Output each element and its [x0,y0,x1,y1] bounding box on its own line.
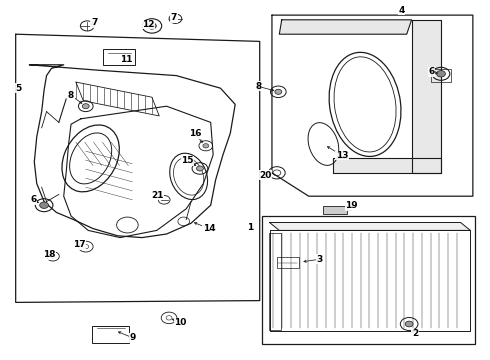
Bar [323,206,347,214]
Circle shape [203,144,209,148]
Text: 3: 3 [317,255,323,264]
Bar [277,257,299,268]
Text: 11: 11 [120,55,133,64]
Text: 7: 7 [171,13,177,22]
Bar [262,216,475,344]
Text: 4: 4 [398,5,405,14]
Text: 9: 9 [129,333,136,342]
Circle shape [405,321,413,327]
Text: 20: 20 [259,171,272,180]
Text: 6: 6 [428,68,434,77]
Text: 13: 13 [336,151,348,160]
Text: 19: 19 [345,201,358,210]
Polygon shape [270,222,470,230]
Bar [269,233,281,330]
Circle shape [196,166,203,171]
Polygon shape [412,20,441,173]
Text: 16: 16 [189,129,201,138]
Text: 8: 8 [68,91,74,100]
Bar [92,326,129,343]
Circle shape [275,89,282,94]
Text: 18: 18 [43,251,55,259]
Text: 5: 5 [16,84,22,93]
Text: 8: 8 [255,82,261,91]
Text: 15: 15 [181,156,194,166]
Text: 6: 6 [30,195,36,204]
Circle shape [147,23,156,29]
Polygon shape [279,20,412,34]
Circle shape [82,104,89,109]
Text: 21: 21 [151,191,164,199]
Text: 7: 7 [91,18,98,27]
Text: 12: 12 [142,20,154,29]
Bar [431,69,451,82]
Bar [103,49,135,65]
Polygon shape [333,158,441,173]
Circle shape [40,202,49,208]
Text: 10: 10 [174,319,187,328]
Circle shape [437,71,445,77]
Text: 17: 17 [73,240,86,249]
Text: 14: 14 [203,224,216,233]
Text: 2: 2 [412,329,418,338]
Text: 1: 1 [247,223,253,232]
